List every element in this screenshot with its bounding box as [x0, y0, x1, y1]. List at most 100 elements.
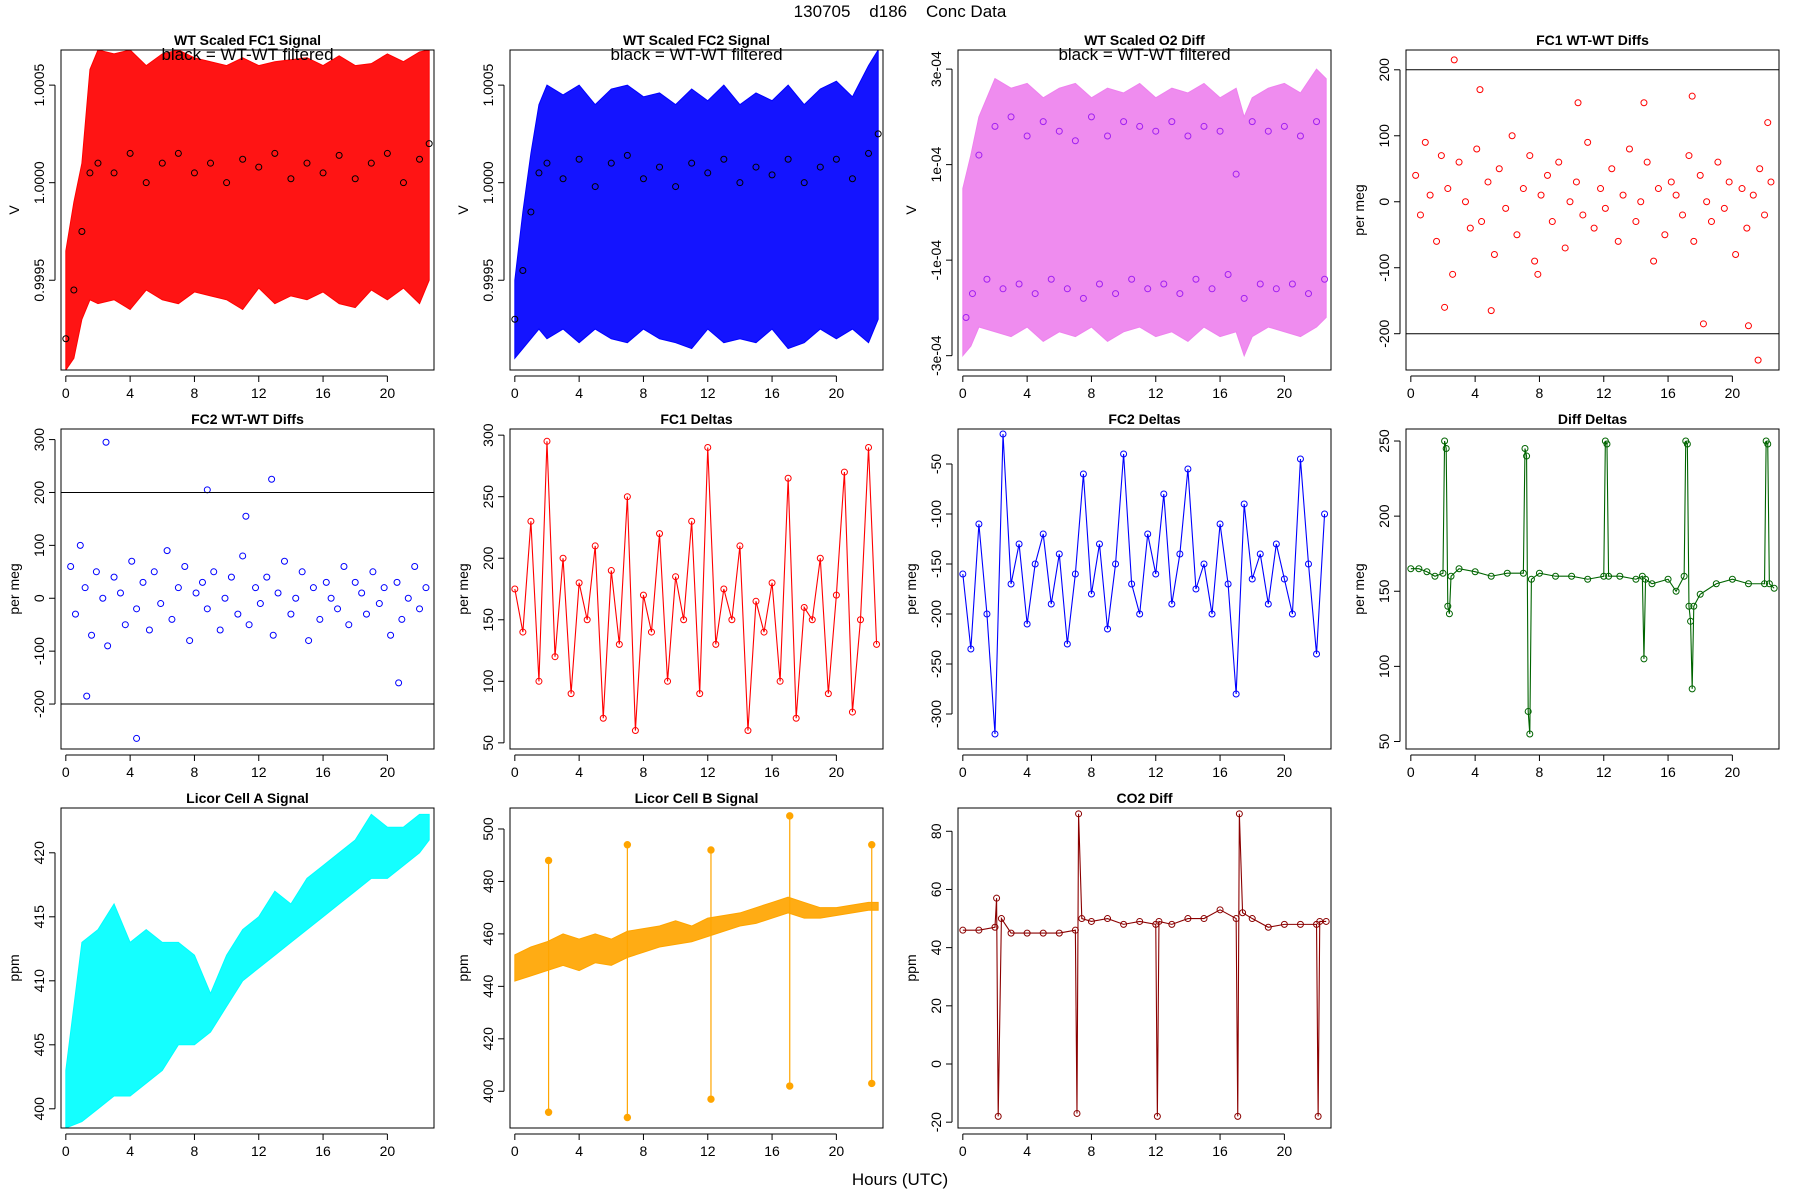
data-point	[1531, 257, 1539, 265]
data-point	[1756, 165, 1764, 173]
data-point	[309, 584, 317, 592]
data-point	[1444, 602, 1452, 610]
data-point	[1023, 620, 1031, 628]
data-point	[1184, 915, 1192, 923]
data-point	[1433, 237, 1441, 245]
y-axis-label: per meg	[903, 563, 919, 614]
y-axis-label: V	[455, 205, 471, 215]
y-tick-label: 1.0000	[31, 161, 47, 204]
y-tick-label: 200	[480, 546, 496, 570]
data-point	[1439, 569, 1447, 577]
x-tick-label: 20	[1277, 764, 1293, 780]
data-point	[832, 155, 840, 163]
data-point	[81, 584, 89, 592]
data-point	[1087, 113, 1095, 121]
data-point	[1256, 550, 1264, 558]
panel-co2_diff: 0 4 8 12 16 20 -20 0 20 40 60 80 ppm CO2 Diff	[903, 790, 1332, 1159]
data-point	[1071, 137, 1079, 145]
y-tick-label: 80	[928, 823, 944, 839]
y-tick-label: 1e-04	[928, 147, 944, 183]
data-point	[511, 585, 519, 593]
y-tick-label: -1e-04	[928, 240, 944, 281]
data-point	[1590, 224, 1598, 232]
data-point	[1502, 204, 1510, 212]
data-point	[1296, 920, 1304, 928]
data-point	[575, 155, 583, 163]
data-point	[345, 621, 353, 629]
signal-band	[514, 896, 879, 982]
panel-title: WT Scaled FC1 Signal	[174, 32, 321, 48]
data-point	[1696, 590, 1704, 598]
data-point	[983, 275, 991, 283]
data-point	[800, 179, 808, 187]
data-point	[792, 714, 800, 722]
data-point	[1534, 270, 1542, 278]
data-point	[736, 179, 744, 187]
x-tick-label: 12	[700, 764, 716, 780]
data-point	[245, 621, 253, 629]
data-point	[1128, 580, 1136, 588]
data-point	[752, 597, 760, 605]
data-point	[840, 468, 848, 476]
plot-area	[62, 50, 433, 370]
data-point	[1513, 231, 1521, 239]
data-point	[865, 149, 873, 157]
data-point	[327, 594, 335, 602]
y-tick-label: 415	[31, 905, 47, 929]
data-point	[1079, 470, 1087, 478]
data-point	[720, 585, 728, 593]
data-point	[865, 443, 873, 451]
data-point	[94, 159, 102, 167]
data-point	[1521, 445, 1529, 453]
plot-frame	[60, 428, 435, 750]
panel-title: CO2 Diff	[1117, 790, 1173, 806]
x-tick-label: 20	[1725, 764, 1741, 780]
panel-title: WT Scaled FC2 Signal	[623, 32, 770, 48]
y-tick-label: 0	[1376, 198, 1392, 206]
data-point	[1441, 437, 1449, 445]
y-tick-label: 300	[480, 423, 496, 447]
data-point	[387, 631, 395, 639]
data-point	[319, 169, 327, 177]
x-tick-label: 4	[126, 385, 134, 401]
data-point	[647, 628, 655, 636]
x-tick-label: 8	[1088, 764, 1096, 780]
data-point	[1200, 915, 1208, 923]
plot-area	[959, 430, 1329, 738]
x-tick-label: 0	[511, 385, 519, 401]
data-point	[210, 568, 218, 576]
data-point	[1314, 1112, 1322, 1120]
data-point	[993, 894, 1001, 902]
data-point	[535, 677, 543, 685]
data-point	[664, 677, 672, 685]
data-point	[145, 626, 153, 634]
data-point	[752, 163, 760, 171]
data-point	[334, 605, 342, 613]
data-point	[268, 475, 276, 483]
x-tick-label: 20	[1277, 385, 1293, 401]
data-point	[1749, 191, 1757, 199]
data-point	[1184, 132, 1192, 140]
data-point	[1272, 285, 1280, 293]
data-point	[274, 589, 282, 597]
data-point	[1437, 152, 1445, 160]
x-tick-label: 20	[1277, 1143, 1293, 1159]
data-point	[255, 163, 263, 171]
data-point	[157, 600, 165, 608]
data-point	[1168, 920, 1176, 928]
panel-licor_a: 0 4 8 12 16 20 400 405 410 415 420 ppm Licor Cell A …	[6, 790, 435, 1159]
data-point	[808, 616, 816, 624]
data-point	[1288, 280, 1296, 288]
data-point	[712, 640, 720, 648]
data-point	[991, 122, 999, 130]
data-point	[1153, 1112, 1161, 1120]
x-tick-label: 20	[380, 385, 396, 401]
data-point	[1744, 322, 1752, 330]
data-point	[190, 169, 198, 177]
data-point	[1248, 575, 1256, 583]
data-point	[848, 175, 856, 183]
x-tick-label: 16	[1212, 764, 1228, 780]
panel-diff_deltas: 0 4 8 12 16 20 50 100 150 200 250 per meg Diff Delta…	[1351, 411, 1780, 780]
data-point	[1071, 570, 1079, 578]
data-point	[67, 563, 75, 571]
